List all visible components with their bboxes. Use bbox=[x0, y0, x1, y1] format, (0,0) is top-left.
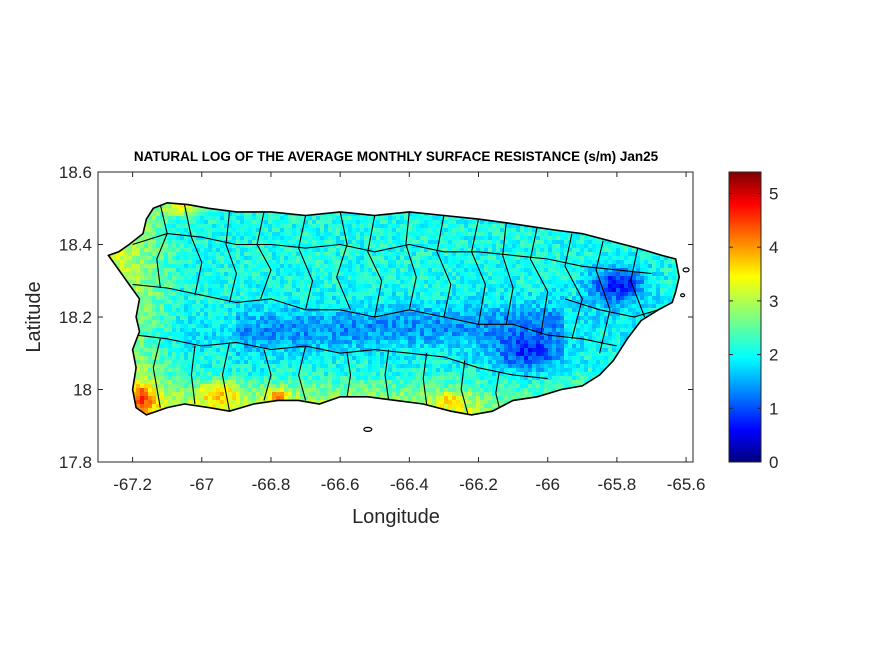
y-tick-label: 18.2 bbox=[59, 308, 92, 327]
municipality-boundary bbox=[136, 334, 548, 380]
municipality-boundary bbox=[384, 349, 390, 401]
municipality-boundary bbox=[221, 342, 231, 412]
colorbar-tick-label: 2 bbox=[769, 346, 778, 365]
municipality-boundary bbox=[471, 218, 486, 325]
municipality-boundary bbox=[564, 233, 583, 339]
municipality-boundary bbox=[495, 371, 500, 408]
x-tick-label: -65.6 bbox=[667, 475, 706, 494]
municipality-boundary bbox=[436, 215, 452, 318]
municipality-boundary bbox=[152, 338, 161, 408]
y-axis-label: Latitude bbox=[23, 281, 45, 352]
x-axis: -67.2 -67 -66.8 -66.6 -66.4 -66.2 -66 -65.8 -65.… bbox=[113, 172, 705, 494]
colorbar-tick-label: 5 bbox=[769, 184, 778, 203]
municipality-boundary bbox=[263, 349, 272, 401]
x-tick-label: -67 bbox=[189, 475, 214, 494]
colorbar bbox=[728, 171, 762, 463]
municipality-boundary bbox=[336, 211, 352, 311]
municipality-boundary bbox=[564, 298, 659, 318]
municipality-boundary bbox=[190, 345, 196, 405]
x-tick-label: -67.2 bbox=[113, 475, 152, 494]
municipality-boundary bbox=[367, 215, 383, 318]
municipality-boundary bbox=[422, 353, 428, 405]
islet bbox=[680, 293, 686, 298]
x-tick-label: -66 bbox=[535, 475, 560, 494]
x-axis-label: Longitude bbox=[352, 506, 440, 528]
municipality-boundary bbox=[630, 247, 646, 318]
y-tick-label: 18 bbox=[73, 381, 92, 400]
municipality-boundaries bbox=[132, 204, 659, 415]
municipality-boundary bbox=[225, 211, 237, 303]
y-tick-label: 18.4 bbox=[59, 236, 92, 255]
municipality-boundary bbox=[502, 222, 514, 325]
colorbar-tick-label: 1 bbox=[769, 399, 778, 418]
municipality-boundary bbox=[460, 360, 469, 415]
municipality-boundary bbox=[132, 233, 652, 275]
colorbar-tick-label: 0 bbox=[769, 453, 778, 472]
colorbar-ticks: 0 1 2 3 4 5 bbox=[729, 184, 778, 472]
municipality-boundary bbox=[529, 226, 549, 336]
municipality-boundary bbox=[346, 353, 352, 397]
municipality-boundary bbox=[132, 283, 618, 347]
x-tick-label: -66.2 bbox=[459, 475, 498, 494]
y-tick-label: 18.6 bbox=[59, 163, 92, 182]
y-axis: 17.8 18 18.2 18.4 18.6 bbox=[59, 163, 693, 472]
island-outline bbox=[107, 201, 681, 416]
municipality-boundary bbox=[298, 215, 314, 310]
chart-title: NATURAL LOG OF THE AVERAGE MONTHLY SURFA… bbox=[134, 149, 659, 164]
municipality-boundary bbox=[156, 204, 168, 289]
municipality-boundary bbox=[256, 211, 272, 300]
municipality-boundary bbox=[298, 345, 307, 401]
municipality-boundary bbox=[405, 211, 417, 310]
x-tick-label: -65.8 bbox=[598, 475, 637, 494]
x-tick-label: -66.4 bbox=[390, 475, 429, 494]
municipality-boundary bbox=[595, 240, 611, 354]
x-tick-label: -66.8 bbox=[252, 475, 291, 494]
islet bbox=[363, 426, 373, 432]
x-tick-label: -66.6 bbox=[321, 475, 360, 494]
municipality-boundary bbox=[183, 204, 203, 296]
colorbar-tick-label: 4 bbox=[769, 238, 778, 257]
colorbar-tick-label: 3 bbox=[769, 292, 778, 311]
y-tick-label: 17.8 bbox=[59, 453, 92, 472]
islet bbox=[682, 267, 690, 273]
offshore-islets bbox=[363, 267, 690, 432]
